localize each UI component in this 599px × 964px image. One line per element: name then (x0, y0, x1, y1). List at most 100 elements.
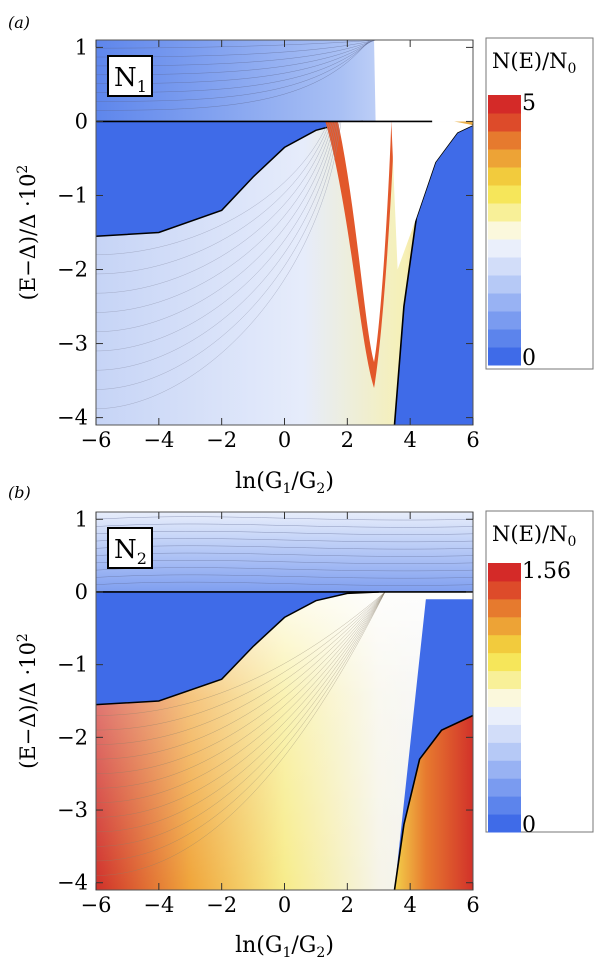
contour-line (96, 121, 340, 390)
colorbar-segment (488, 203, 521, 222)
x-tick-label: 0 (278, 893, 291, 917)
gap-region (96, 121, 364, 237)
inset-label-box (107, 527, 153, 569)
contour-line (96, 121, 331, 275)
contour-line (96, 591, 386, 862)
colorbar-segment (488, 670, 521, 690)
colorbar-segment (488, 347, 521, 366)
panel-b: (b)−6 −4 −2 0 2 4 610−1−2−3−4ln(G1/G2)(E−Δ)/Δ … (8, 483, 594, 961)
inset-label: N2 (114, 535, 147, 568)
y-tick-label: −3 (57, 798, 88, 822)
x-tick-label: 4 (403, 428, 416, 452)
panel-a: (a)−6 −4 −2 0 2 4 610−1−2−3−4ln(G1/G2)(E−Δ)/Δ … (8, 13, 594, 497)
contour-line (96, 40, 371, 102)
y-tick-label: 0 (75, 109, 88, 133)
colorbar-segment (488, 275, 521, 294)
contour-line (96, 121, 332, 294)
contour-line (96, 121, 336, 332)
colorbar-segment (488, 778, 521, 797)
colorbar-segment (488, 329, 521, 348)
contour-line (96, 591, 386, 731)
contour-line (96, 121, 334, 313)
white-region (391, 121, 473, 270)
colorbar-segment (488, 95, 521, 114)
contour-line (96, 591, 386, 716)
y-axis-label: (E−Δ)/Δ ·102 (15, 633, 40, 769)
colorbar-segment (488, 796, 521, 815)
colorbar-segment (488, 598, 521, 618)
x-tick-label: 4 (403, 893, 416, 917)
contour-line (96, 591, 386, 818)
contour-line (96, 591, 386, 760)
contour-line (96, 591, 386, 833)
x-axis-label: ln(G1/G2) (235, 933, 334, 961)
x-tick-label: 0 (278, 428, 291, 452)
colorbar-title: N(E)/N0 (492, 49, 576, 77)
panel-label: (a) (8, 13, 30, 32)
contour-line (96, 591, 386, 804)
colorbar-segment (488, 293, 521, 312)
y-tick-label: −1 (57, 183, 88, 207)
contour-line (96, 121, 339, 371)
contour-line (96, 516, 473, 521)
colorbar-segment (488, 724, 521, 743)
x-tick-label: −2 (206, 428, 237, 452)
colorbar-min-label: 0 (522, 346, 536, 371)
heatmap (96, 512, 473, 890)
contour-line (96, 121, 342, 409)
colorbar-segment (488, 814, 521, 833)
colorbar-min-label: 0 (522, 813, 536, 838)
heatmap (96, 40, 473, 425)
colorbar-segment (488, 760, 521, 779)
y-axis-label: (E−Δ)/Δ ·102 (15, 165, 40, 301)
inset-label: N1 (114, 63, 147, 96)
colorbar-segment (488, 652, 521, 672)
x-tick-label: 6 (466, 893, 479, 917)
colorbar-segment (488, 688, 521, 707)
contour-line (96, 121, 337, 352)
right-gap-region (394, 125, 473, 425)
x-axis-label: ln(G1/G2) (235, 469, 334, 497)
y-tick-label: −2 (57, 258, 88, 282)
contour-line (96, 581, 473, 586)
contour-line (96, 591, 386, 789)
contour-line (96, 591, 386, 774)
y-tick-label: −1 (57, 653, 88, 677)
x-tick-label: −6 (81, 893, 112, 917)
colorbar-segment (488, 616, 521, 636)
colorbar-segment (488, 580, 521, 600)
singular-region (337, 121, 392, 363)
y-tick-label: 0 (75, 580, 88, 604)
y-tick-label: −2 (57, 725, 88, 749)
x-tick-label: −4 (143, 893, 174, 917)
colorbar-segment (488, 221, 521, 240)
right-gap-region (394, 599, 473, 890)
colorbar-segment (488, 706, 521, 725)
x-tick-label: −6 (81, 428, 112, 452)
contour-line (96, 40, 379, 49)
contour-line (96, 591, 386, 847)
gap-region (96, 591, 473, 705)
x-tick-label: 2 (341, 893, 354, 917)
y-tick-label: 1 (75, 507, 88, 531)
white-top-right (380, 40, 473, 122)
colorbar-segment (488, 185, 521, 204)
x-tick-label: −2 (206, 893, 237, 917)
colorbar-segment (488, 311, 521, 330)
contour-line (96, 574, 473, 579)
panels: (a)−6 −4 −2 0 2 4 610−1−2−3−4ln(G1/G2)(E−Δ)/Δ … (8, 13, 594, 961)
y-tick-label: 1 (75, 35, 88, 59)
colorbar-segment (488, 149, 521, 168)
colorbar-max-label: 5 (522, 91, 536, 116)
colorbar-segment (488, 257, 521, 276)
y-tick-label: −3 (57, 332, 88, 356)
colorbar-max-label: 1.56 (522, 559, 571, 584)
colorbar-segment (488, 113, 521, 132)
x-tick-label: 6 (466, 428, 479, 452)
gap-boundary-line (96, 591, 379, 706)
inset-label-box (107, 55, 153, 97)
colorbar-segment (488, 131, 521, 150)
x-tick-label: 2 (341, 428, 354, 452)
contour-line (96, 591, 386, 745)
